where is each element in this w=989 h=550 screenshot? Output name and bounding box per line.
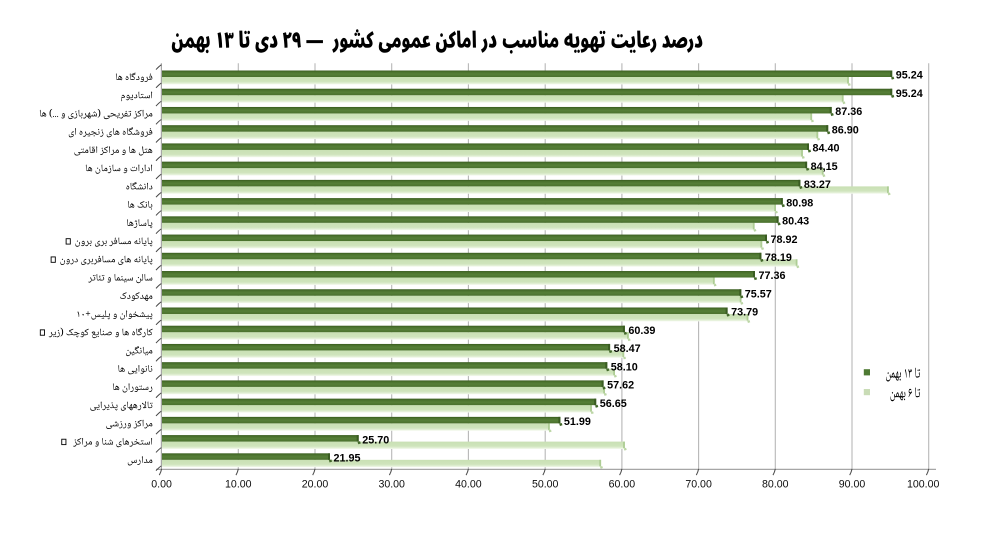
svg-text:80.00: 80.00: [762, 479, 789, 491]
svg-text:77.36: 77.36: [759, 270, 786, 282]
svg-text:30.00: 30.00: [378, 479, 405, 491]
svg-text:25.70: 25.70: [362, 434, 389, 446]
svg-text:60.39: 60.39: [628, 325, 655, 337]
svg-text:51.99: 51.99: [564, 416, 591, 428]
svg-text:84.40: 84.40: [813, 143, 840, 155]
svg-text:58.47: 58.47: [614, 343, 641, 355]
svg-text:80.98: 80.98: [786, 197, 813, 209]
svg-text:87.36: 87.36: [835, 106, 862, 118]
svg-text:80.43: 80.43: [782, 216, 809, 228]
svg-text:78.92: 78.92: [771, 234, 798, 246]
svg-text:40.00: 40.00: [455, 479, 482, 491]
svg-text:50.00: 50.00: [532, 479, 559, 491]
svg-text:78.19: 78.19: [765, 252, 792, 264]
svg-text:95.24: 95.24: [896, 88, 923, 100]
svg-text:56.65: 56.65: [600, 398, 627, 410]
svg-text:95.24: 95.24: [896, 70, 923, 82]
svg-text:83.27: 83.27: [804, 179, 831, 191]
svg-text:100.00: 100.00: [907, 479, 940, 491]
svg-text:70.00: 70.00: [685, 479, 712, 491]
svg-text:0.00: 0.00: [151, 479, 172, 491]
svg-text:58.10: 58.10: [611, 361, 638, 373]
svg-text:60.00: 60.00: [609, 479, 636, 491]
svg-text:84,15: 84,15: [811, 161, 838, 173]
svg-text:75.57: 75.57: [745, 288, 772, 300]
svg-text:90.00: 90.00: [839, 479, 866, 491]
svg-text:73.79: 73.79: [731, 307, 758, 319]
svg-text:21.95: 21.95: [334, 453, 361, 465]
svg-text:20.00: 20.00: [302, 479, 329, 491]
svg-text:86.90: 86.90: [832, 124, 859, 136]
svg-text:57.62: 57.62: [607, 380, 634, 392]
svg-text:10.00: 10.00: [225, 479, 252, 491]
